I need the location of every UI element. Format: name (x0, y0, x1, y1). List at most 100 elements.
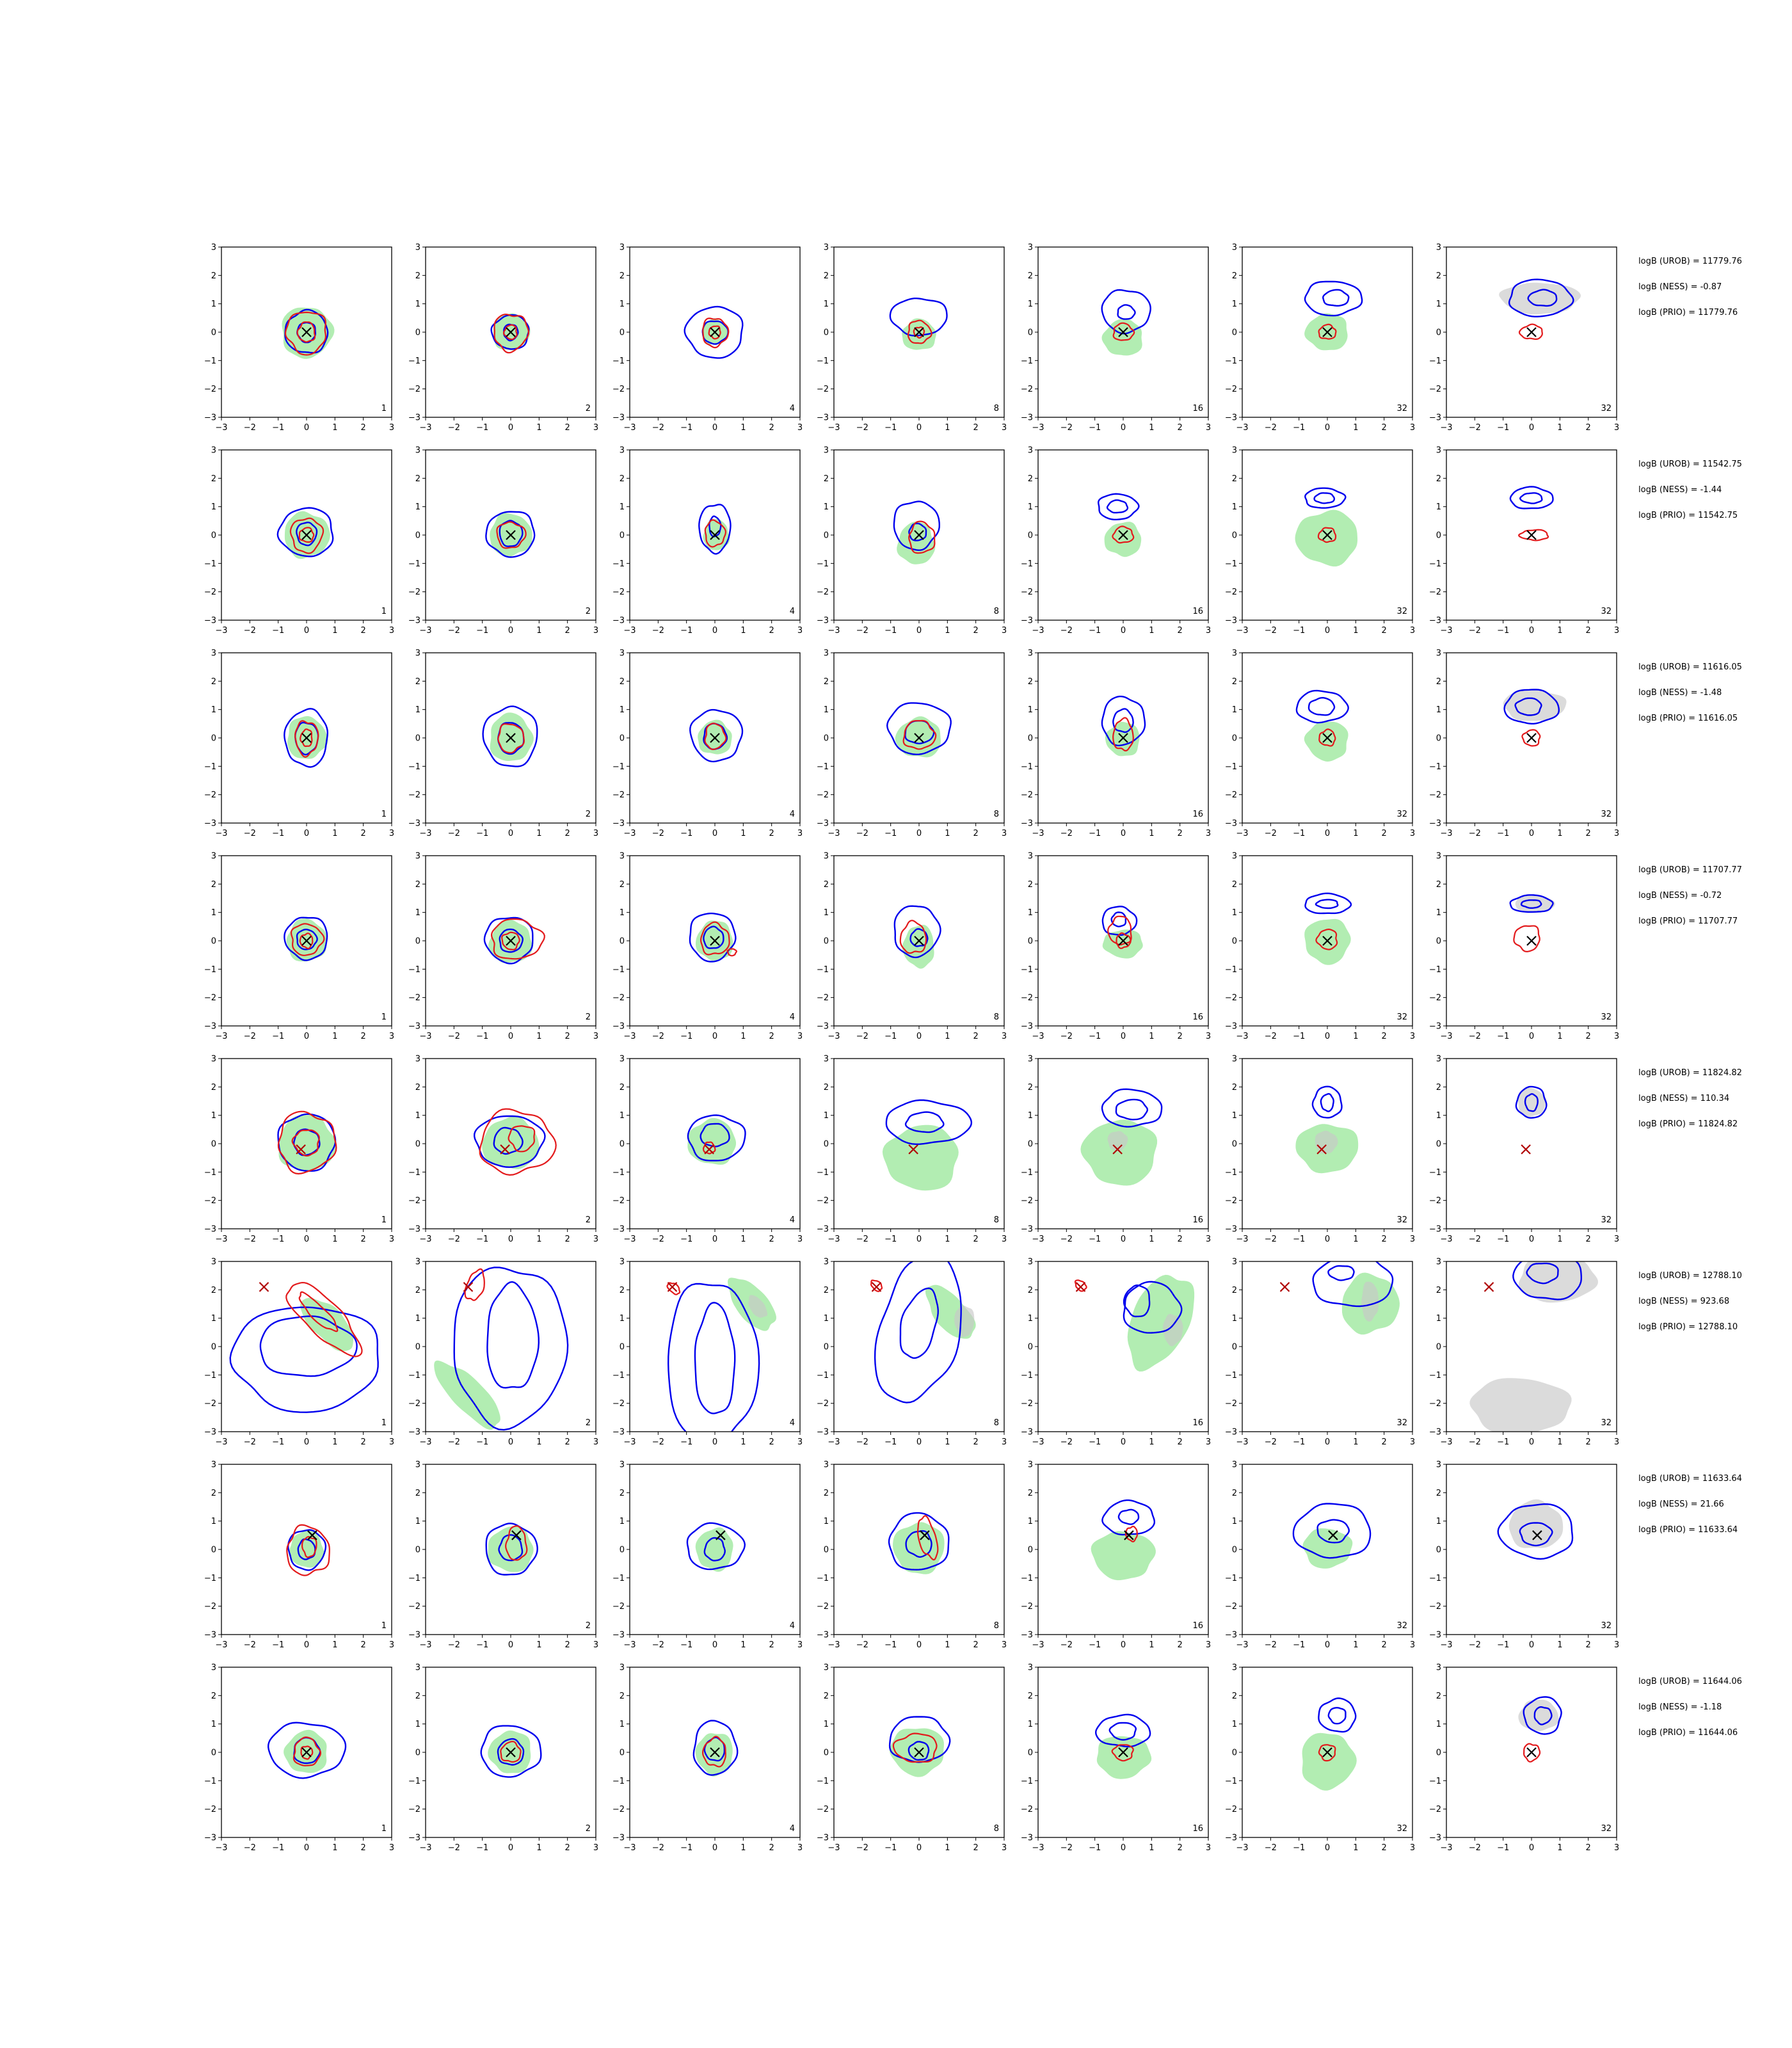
red-contour (704, 519, 727, 548)
y-tick-label: 1 (211, 1111, 216, 1121)
x-tick-label: −1 (680, 1640, 692, 1650)
blue-contour (1108, 1722, 1137, 1741)
x-tick-label: 2 (1586, 626, 1591, 636)
plot-area (888, 1716, 951, 1777)
y-tick-label: −3 (408, 616, 420, 626)
x-tick-label: −2 (1469, 1235, 1481, 1244)
blue-contour (899, 1287, 940, 1359)
x-tick-label: 0 (712, 1843, 717, 1853)
green-density-region (893, 1522, 945, 1574)
y-tick-label: 1 (1232, 705, 1237, 715)
x-tick-label: 2 (565, 1640, 570, 1650)
green-density-region (1096, 1736, 1152, 1779)
blue-contour (1117, 1508, 1140, 1525)
red-contour (299, 932, 314, 950)
x-tick-label: 0 (304, 1437, 309, 1447)
x-tick-label: 1 (1353, 1235, 1358, 1244)
logb-annotation: logB (NESS) = 923.68 (1638, 1297, 1729, 1306)
y-tick-label: −3 (817, 819, 829, 829)
y-tick-label: 3 (1028, 1663, 1033, 1673)
x-tick-label: −3 (1032, 423, 1044, 433)
y-tick-label: −2 (1429, 1805, 1441, 1814)
x-tick-label: 3 (593, 1843, 598, 1853)
x-tick-label: 2 (973, 626, 979, 636)
truth-marker (1532, 1530, 1542, 1540)
y-tick-label: −2 (1225, 790, 1237, 800)
x-tick-label: −2 (1265, 1843, 1277, 1853)
plot-area (482, 705, 538, 767)
panel-r1-c4: −3−3 −2 −2 −1 −1 0 0 1 1 2 2 3 3 8 (817, 243, 1007, 433)
y-tick-label: 1 (1436, 300, 1441, 309)
y-tick-label: 1 (211, 300, 216, 309)
y-tick-label: 2 (824, 1692, 829, 1701)
blue-contour (1292, 1503, 1372, 1559)
x-tick-label: −1 (884, 1640, 897, 1650)
x-tick-label: −1 (680, 1235, 692, 1244)
y-tick-label: 1 (211, 1314, 216, 1324)
x-tick-label: −1 (1497, 423, 1509, 433)
logb-annotation: logB (UROB) = 11633.64 (1638, 1474, 1742, 1484)
y-tick-label: 0 (211, 937, 216, 947)
green-density-region (1302, 1732, 1357, 1791)
plot-area (1302, 1697, 1357, 1791)
green-density-region (1080, 1119, 1158, 1186)
y-tick-label: 0 (211, 1343, 216, 1352)
axes-frame (221, 1261, 392, 1432)
x-tick-label: 3 (389, 1437, 394, 1447)
y-tick-label: −2 (408, 790, 420, 800)
y-tick-label: 1 (1232, 502, 1237, 512)
x-tick-label: 1 (740, 1235, 746, 1244)
x-tick-label: 1 (1149, 1235, 1154, 1244)
logb-annotation: logB (NESS) = -1.48 (1638, 688, 1722, 698)
blue-contour (1497, 1503, 1574, 1560)
truth-marker (301, 327, 312, 337)
blue-contour (689, 913, 737, 963)
x-tick-label: 0 (712, 829, 717, 838)
y-tick-label: 3 (1028, 1055, 1033, 1064)
plot-area (1101, 696, 1146, 756)
y-tick-label: 1 (620, 1720, 625, 1729)
panel-corner-label: 4 (790, 607, 795, 616)
x-tick-label: 0 (304, 626, 309, 636)
y-tick-label: 2 (415, 1083, 420, 1092)
y-tick-label: −2 (1021, 1602, 1033, 1612)
blue-contour (1514, 697, 1542, 716)
y-tick-label: −3 (204, 616, 216, 626)
y-tick-label: 1 (1028, 1720, 1033, 1729)
y-tick-label: 2 (1028, 1083, 1033, 1092)
x-tick-label: 1 (332, 423, 337, 433)
y-tick-label: 2 (211, 1692, 216, 1701)
y-tick-label: −3 (1021, 413, 1033, 423)
panel-corner-label: 1 (381, 1418, 387, 1428)
y-tick-label: −3 (817, 1834, 829, 1843)
plot-area (1304, 892, 1352, 965)
x-tick-label: −3 (1032, 1640, 1044, 1650)
x-tick-label: −1 (272, 1437, 284, 1447)
x-tick-label: −2 (1265, 829, 1277, 838)
panel-corner-label: 1 (381, 1215, 387, 1225)
panel-r3-c1: −3−3 −2 −2 −1 −1 0 0 1 1 2 2 3 3 1 (204, 649, 394, 839)
y-tick-label: 0 (620, 1546, 625, 1555)
x-tick-label: −3 (215, 1640, 227, 1650)
y-tick-label: −2 (1225, 1805, 1237, 1814)
x-tick-label: −3 (828, 423, 840, 433)
y-tick-label: −2 (612, 588, 625, 597)
panel-r2-c3: −3−3 −2 −2 −1 −1 0 0 1 1 2 2 3 3 4 (612, 446, 803, 636)
x-tick-label: −1 (476, 829, 488, 838)
x-tick-label: −2 (448, 829, 460, 838)
x-tick-label: −2 (652, 1235, 664, 1244)
blue-contour (888, 1512, 950, 1571)
blue-contour (885, 1099, 973, 1146)
x-tick-label: −2 (1060, 1437, 1073, 1447)
truth-marker (296, 1144, 306, 1155)
x-tick-label: −2 (1060, 829, 1073, 838)
truth-marker (1322, 1747, 1332, 1757)
y-tick-label: 0 (824, 937, 829, 947)
y-tick-label: −3 (612, 1225, 625, 1235)
x-tick-label: 2 (769, 1032, 774, 1041)
y-tick-label: −2 (204, 588, 216, 597)
x-tick-label: 0 (304, 1235, 309, 1244)
x-tick-label: 3 (389, 1032, 394, 1041)
